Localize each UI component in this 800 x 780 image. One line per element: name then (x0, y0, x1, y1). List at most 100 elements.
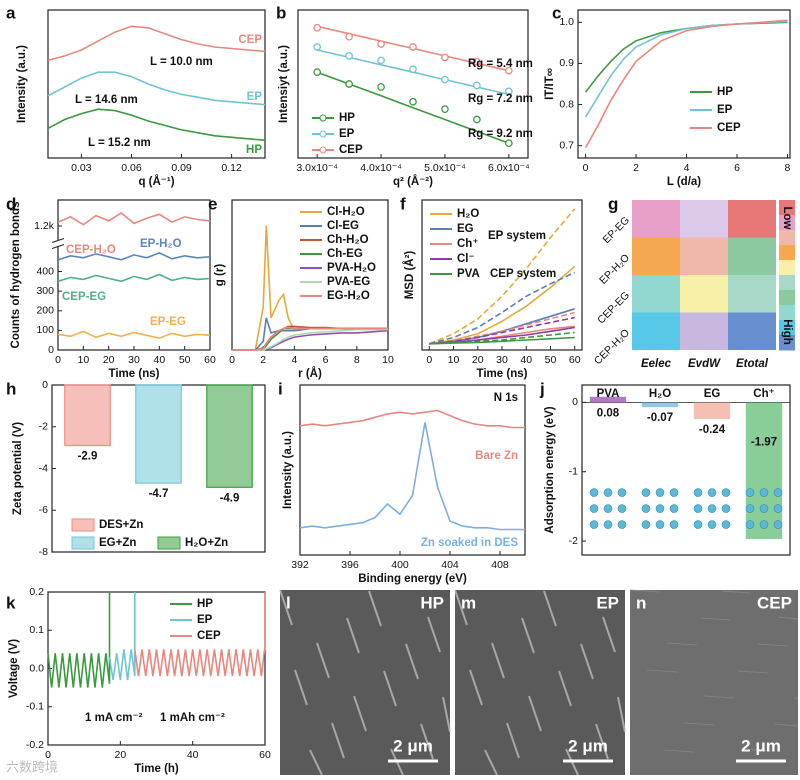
x-tick-label: 0.09 (171, 162, 192, 174)
series-line (57, 273, 211, 283)
series-line (429, 311, 575, 345)
legend-label: CEP (197, 630, 221, 642)
sem-texture (740, 748, 772, 752)
molecule-icon (707, 488, 717, 497)
x-tick-label: 2 (260, 354, 266, 366)
molecule-icon (603, 520, 613, 529)
legend-swatch (71, 518, 95, 532)
data-point (473, 115, 481, 124)
plot-frame (581, 384, 791, 556)
x-axis-label: q² (Å⁻²) (393, 175, 433, 188)
plot-frame (577, 9, 791, 159)
heatmap-cell (680, 312, 728, 350)
sem-texture (469, 669, 483, 706)
series-line (57, 330, 211, 340)
watermark: 六数跨境 (6, 759, 58, 774)
series-line (428, 208, 576, 345)
bar (745, 402, 783, 540)
plot-frame (231, 199, 389, 351)
annotation: L = 10.0 nm (150, 56, 213, 68)
annotation: Rg = 9.2 nm (468, 128, 533, 140)
data-point (409, 97, 417, 106)
sem-texture (506, 722, 520, 759)
colorbar-label: Low (781, 207, 793, 230)
panel-label: a (6, 3, 16, 22)
molecule-icon (693, 520, 703, 529)
x-axis-label: Time (ns) (477, 368, 528, 380)
legend-label: HP (339, 112, 355, 124)
y-tick-label: 1.0 (559, 16, 574, 28)
legend-label: HP (717, 86, 733, 98)
series-label: EP-EG (150, 316, 186, 328)
panel-label: g (608, 194, 618, 213)
molecule-icon (669, 504, 679, 513)
legend-label: Ch⁺ (457, 238, 478, 250)
panel-label: d (6, 194, 16, 213)
column-label: Etotal (736, 358, 769, 370)
sem-texture (666, 642, 698, 646)
sem-texture (528, 695, 542, 732)
legend-label: Cl-EG (327, 220, 359, 232)
heatmap-cell (680, 275, 728, 313)
data-point (313, 43, 322, 51)
bar (64, 384, 111, 447)
molecule-icon (773, 504, 783, 513)
legend-label: CEP (339, 144, 363, 156)
heatmap-cell (632, 275, 680, 313)
y-tick-label: -2 (39, 421, 48, 433)
molecule-icon (745, 520, 755, 529)
sem-texture (405, 643, 419, 680)
category-label: H₂O (649, 388, 671, 400)
heatmap-cell (632, 312, 680, 350)
sem-texture (484, 749, 498, 776)
molecule-icon (589, 520, 599, 529)
y-axis-label: Voltage (V) (8, 639, 20, 698)
data-point (345, 80, 353, 88)
sem-texture (663, 749, 695, 753)
legend-label: HP (197, 598, 213, 610)
series-label: CEP (238, 34, 262, 46)
y-tick-label: 200 (36, 305, 54, 317)
y-tick-label: -2 (569, 535, 578, 547)
scale-bar-label: 2 μm (568, 736, 608, 755)
heatmap-cell (632, 200, 680, 238)
value-label: -4.9 (220, 492, 240, 504)
x-tick-label: 30 (496, 354, 508, 366)
annotation: Rg = 5.4 nm (468, 58, 533, 70)
annotation: 1 mA cm⁻² (85, 712, 143, 724)
sem-texture (757, 643, 789, 647)
x-tick-label: 6 (734, 162, 740, 174)
x-tick-label: 0 (583, 162, 589, 174)
legend-marker (319, 146, 327, 154)
panel-label: c (552, 3, 561, 22)
sem-texture (383, 670, 397, 707)
molecule-icon (641, 488, 651, 497)
sem-texture (279, 589, 293, 626)
value-label: -2.9 (78, 451, 98, 463)
sem-texture (794, 696, 799, 700)
molecule-icon (669, 520, 679, 529)
panel-label: f (400, 194, 406, 213)
molecule-icon (617, 488, 627, 497)
legend-label: DES+Zn (99, 519, 143, 531)
series-label: Bare Zn (475, 450, 518, 462)
legend-label: PVA-H₂O (327, 262, 376, 274)
molecule-icon (603, 488, 613, 497)
y-tick-label: 0.0 (29, 662, 44, 674)
category-label: PVA (597, 388, 620, 400)
legend-label: Ch-H₂O (327, 234, 369, 246)
x-tick-label: 40 (187, 749, 199, 761)
y-tick-label: -6 (39, 504, 48, 516)
molecule-icon (655, 504, 665, 513)
sem-texture (353, 695, 367, 732)
panel-label: n (636, 593, 646, 612)
annotation: N 1s (494, 392, 518, 404)
data-point (441, 53, 449, 62)
molecule-icon (773, 488, 783, 497)
sem-image (455, 590, 625, 775)
y-tick-label: 1.2k (34, 220, 55, 232)
legend-label: PVA (457, 268, 480, 280)
y-tick-label: 300 (36, 285, 54, 297)
x-tick-label: 40 (153, 354, 165, 366)
y-tick-label: 0.1 (29, 624, 44, 636)
